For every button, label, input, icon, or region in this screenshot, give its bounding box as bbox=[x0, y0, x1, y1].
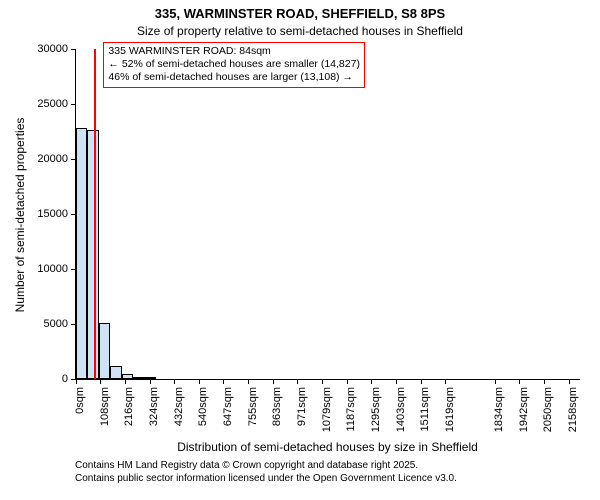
x-tick-label: 1403sqm bbox=[395, 387, 407, 432]
y-tick-label: 30000 bbox=[37, 43, 76, 55]
x-tick-label: 971sqm bbox=[296, 387, 308, 426]
x-tick-mark bbox=[569, 379, 570, 384]
histogram-bar bbox=[133, 377, 144, 379]
annotation-line: 46% of semi-detached houses are larger (… bbox=[108, 71, 360, 84]
x-tick-label: 1619sqm bbox=[444, 387, 456, 432]
x-tick-label: 755sqm bbox=[247, 387, 259, 426]
chart-subtitle: Size of property relative to semi-detach… bbox=[0, 24, 600, 38]
x-tick-label: 647sqm bbox=[222, 387, 234, 426]
annotation-line: ← 52% of semi-detached houses are smalle… bbox=[108, 58, 360, 71]
y-tick-label: 20000 bbox=[37, 153, 76, 165]
x-tick-mark bbox=[495, 379, 496, 384]
x-tick-label: 324sqm bbox=[148, 387, 160, 426]
x-tick-mark bbox=[273, 379, 274, 384]
x-tick-mark bbox=[100, 379, 101, 384]
x-tick-label: 432sqm bbox=[173, 387, 185, 426]
x-tick-label: 540sqm bbox=[197, 387, 209, 426]
histogram-bar bbox=[110, 366, 121, 379]
histogram-bar bbox=[76, 128, 87, 379]
x-tick-label: 1942sqm bbox=[518, 387, 530, 432]
x-tick-mark bbox=[445, 379, 446, 384]
x-tick-mark bbox=[174, 379, 175, 384]
x-tick-label: 1834sqm bbox=[493, 387, 505, 432]
x-tick-mark bbox=[125, 379, 126, 384]
x-tick-label: 2050sqm bbox=[542, 387, 554, 432]
x-axis-label: Distribution of semi-detached houses by … bbox=[75, 440, 580, 454]
x-tick-mark bbox=[421, 379, 422, 384]
y-tick-label: 15000 bbox=[37, 208, 76, 220]
x-tick-label: 216sqm bbox=[123, 387, 135, 426]
x-tick-label: 1187sqm bbox=[345, 387, 357, 431]
x-tick-mark bbox=[519, 379, 520, 384]
annotation-box: 335 WARMINSTER ROAD: 84sqm← 52% of semi-… bbox=[103, 42, 365, 87]
x-tick-label: 108sqm bbox=[99, 387, 111, 426]
x-tick-mark bbox=[76, 379, 77, 384]
property-marker-line bbox=[94, 49, 96, 379]
y-axis-label: Number of semi-detached properties bbox=[13, 118, 27, 313]
x-tick-mark bbox=[150, 379, 151, 384]
x-tick-label: 0sqm bbox=[74, 387, 86, 414]
x-tick-label: 1295sqm bbox=[370, 387, 382, 432]
footer-line-1: Contains HM Land Registry data © Crown c… bbox=[75, 460, 457, 473]
x-tick-label: 1511sqm bbox=[419, 387, 431, 431]
x-tick-mark bbox=[248, 379, 249, 384]
x-tick-label: 2158sqm bbox=[567, 387, 579, 432]
x-tick-mark bbox=[199, 379, 200, 384]
footer-line-2: Contains public sector information licen… bbox=[75, 473, 457, 486]
plot-area: 0500010000150002000025000300000sqm108sqm… bbox=[75, 50, 580, 380]
x-tick-mark bbox=[223, 379, 224, 384]
x-tick-mark bbox=[347, 379, 348, 384]
histogram-bar bbox=[122, 374, 133, 379]
y-tick-label: 5000 bbox=[44, 318, 76, 330]
y-tick-label: 10000 bbox=[37, 263, 76, 275]
x-tick-mark bbox=[396, 379, 397, 384]
x-tick-mark bbox=[371, 379, 372, 384]
histogram-bar bbox=[145, 377, 156, 379]
histogram-bar bbox=[99, 323, 110, 379]
y-tick-label: 0 bbox=[62, 373, 76, 385]
histogram-bar bbox=[87, 130, 98, 379]
x-tick-label: 863sqm bbox=[271, 387, 283, 426]
x-tick-mark bbox=[322, 379, 323, 384]
y-tick-label: 25000 bbox=[37, 98, 76, 110]
x-tick-mark bbox=[297, 379, 298, 384]
footer-attribution: Contains HM Land Registry data © Crown c… bbox=[75, 460, 457, 485]
x-tick-mark bbox=[544, 379, 545, 384]
chart-title: 335, WARMINSTER ROAD, SHEFFIELD, S8 8PS bbox=[0, 6, 600, 21]
annotation-line: 335 WARMINSTER ROAD: 84sqm bbox=[108, 45, 360, 58]
x-tick-label: 1079sqm bbox=[321, 387, 333, 432]
